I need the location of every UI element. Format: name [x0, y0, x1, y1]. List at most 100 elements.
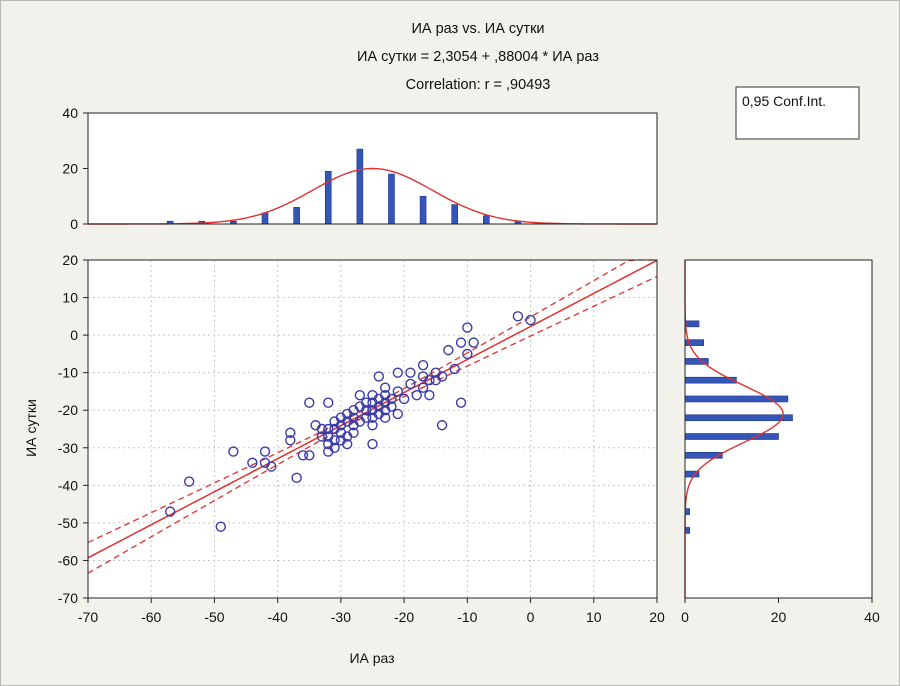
right-x-tick-label: 40	[864, 609, 880, 625]
data-point	[304, 450, 315, 461]
data-point	[360, 412, 372, 423]
x-tick-label: -20	[394, 609, 414, 625]
x-tick-label: -30	[331, 609, 351, 625]
chart-correlation: Correlation: r = ,90493	[406, 77, 551, 93]
data-point	[291, 472, 302, 484]
data-point	[266, 461, 277, 472]
top-histogram-bar	[324, 170, 332, 225]
top-histogram-bar	[293, 207, 300, 225]
data-point	[360, 397, 372, 408]
data-point	[462, 348, 473, 360]
data-point	[228, 446, 239, 457]
data-point	[259, 446, 271, 457]
right-histogram: 0 20 40	[681, 259, 880, 625]
data-point	[323, 423, 334, 435]
chart-titles: ИА раз vs. ИА сутки ИА сутки = 2,3054 + …	[357, 21, 599, 93]
right-histogram-bar	[684, 414, 793, 422]
data-point	[462, 322, 473, 333]
data-point	[449, 363, 460, 375]
x-axis-label: ИА раз	[349, 650, 394, 666]
y-tick-label: 20	[62, 252, 78, 268]
data-point	[348, 427, 359, 438]
scatter-plot-border	[87, 259, 658, 599]
data-point	[379, 412, 391, 423]
y-tick-label: -60	[58, 552, 78, 568]
data-point	[392, 386, 403, 397]
top-histogram-border	[87, 112, 658, 225]
legend-label: 0,95 Conf.Int.	[742, 93, 826, 109]
data-point	[411, 390, 422, 401]
data-point	[424, 374, 435, 386]
data-point	[354, 390, 366, 401]
scatter-plot-area	[88, 260, 657, 598]
x-tick-label: -70	[78, 609, 98, 625]
data-point	[525, 314, 536, 326]
data-point	[323, 397, 334, 408]
y-tick-label: 0	[70, 327, 78, 343]
data-point	[436, 420, 448, 431]
data-point	[360, 405, 372, 416]
data-point	[304, 397, 315, 408]
x-tick-label: -40	[268, 609, 288, 625]
data-point	[373, 371, 385, 382]
x-tick-label: -50	[204, 609, 224, 625]
legend-frame	[735, 86, 860, 140]
top-histogram: 0 20 40	[62, 105, 658, 232]
y-tick-label: -30	[58, 440, 78, 456]
data-point	[342, 438, 353, 450]
data-point	[297, 450, 309, 461]
top-histogram-bar	[356, 148, 364, 225]
x-tick-label: -60	[141, 609, 161, 625]
y-tick-label: -50	[58, 515, 78, 531]
y-tick-label: -70	[58, 590, 78, 606]
data-point	[405, 378, 416, 390]
top-y-tick-label: 40	[62, 105, 78, 121]
data-point	[443, 344, 454, 356]
data-point	[285, 435, 296, 446]
top-histogram-bar	[419, 195, 427, 225]
right-histogram-bar	[684, 451, 723, 459]
data-point	[436, 371, 448, 382]
data-point	[367, 438, 378, 450]
x-tick-label: -10	[457, 609, 477, 625]
data-point	[247, 457, 258, 468]
data-point	[398, 393, 410, 405]
right-histogram-border	[684, 259, 873, 599]
data-point	[379, 382, 391, 393]
data-point	[329, 442, 340, 453]
data-point	[417, 359, 429, 371]
data-point	[285, 427, 296, 438]
y-tick-label: -10	[58, 365, 78, 381]
data-point	[316, 423, 328, 435]
data-point	[329, 435, 340, 446]
data-point	[455, 397, 467, 408]
data-point	[468, 337, 479, 348]
legend-box: 0,95 Conf.Int.	[735, 86, 860, 140]
data-point	[183, 476, 195, 487]
x-tick-label: 0	[527, 609, 535, 625]
data-point	[392, 408, 403, 420]
data-point	[215, 521, 226, 532]
right-histogram-area	[685, 260, 872, 598]
data-point	[316, 431, 328, 442]
top-histogram-bar	[388, 173, 395, 225]
data-point	[455, 337, 467, 348]
y-axis-label: ИА сутки	[23, 399, 39, 457]
y-tick-label: 10	[62, 290, 78, 306]
right-histogram-bar	[684, 433, 779, 440]
top-y-tick-label: 0	[70, 216, 78, 232]
data-point	[386, 401, 397, 412]
right-histogram-bar	[684, 320, 700, 328]
top-histogram-bar	[261, 212, 269, 225]
data-point	[367, 420, 378, 431]
y-tick-label: -20	[58, 402, 78, 418]
data-point	[405, 367, 416, 378]
right-x-tick-label: 0	[681, 609, 689, 625]
x-tick-label: 10	[586, 609, 602, 625]
chart-title: ИА раз vs. ИА сутки	[411, 21, 544, 37]
data-point	[512, 311, 524, 322]
right-x-tick-label: 20	[771, 609, 787, 625]
data-point	[392, 367, 403, 378]
top-histogram-bar	[451, 204, 458, 225]
